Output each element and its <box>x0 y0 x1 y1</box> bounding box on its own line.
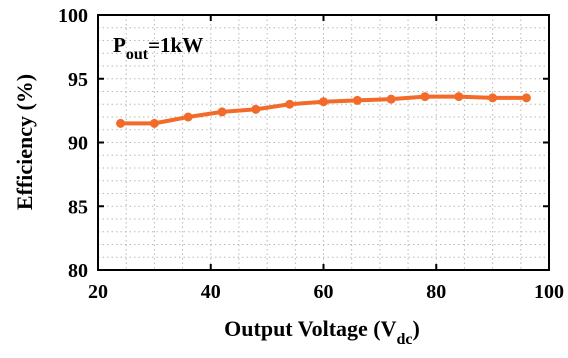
x-axis-label: Output Voltage (Vdc) <box>224 316 420 348</box>
power-annotation: Pout=1kW <box>113 33 203 63</box>
data-point <box>488 93 498 103</box>
x-axis-label-subscript: dc <box>397 331 413 348</box>
data-point <box>116 118 126 128</box>
y-tick-label: 90 <box>68 133 88 155</box>
annotation-main: P <box>113 33 126 57</box>
axis-ticks: 20 40 60 80 100 80 85 90 95 100 <box>58 5 564 303</box>
annotation-subscript: out <box>126 46 149 63</box>
data-point <box>149 118 159 128</box>
y-axis-label: Efficiency (%) <box>12 74 37 210</box>
x-axis-label-close: ) <box>413 316 420 341</box>
data-point <box>454 92 464 102</box>
y-tick-label: 95 <box>68 69 88 91</box>
x-tick-label: 40 <box>201 281 221 303</box>
annotation-rest: =1kW <box>148 33 203 57</box>
data-point <box>285 99 295 109</box>
data-point <box>183 112 193 122</box>
data-point <box>319 97 328 107</box>
x-tick-label: 80 <box>426 281 446 303</box>
y-tick-label: 100 <box>58 5 88 27</box>
y-tick-label: 80 <box>68 260 88 282</box>
data-point <box>521 93 531 103</box>
data-point <box>420 92 430 102</box>
y-tick-label: 85 <box>68 196 88 218</box>
x-tick-label: 20 <box>88 281 108 303</box>
data-point <box>352 95 362 105</box>
grid <box>98 15 549 270</box>
series-layer <box>116 92 531 128</box>
data-point <box>251 104 261 114</box>
data-point <box>386 94 396 104</box>
data-point <box>217 107 227 117</box>
x-axis-label-main: Output Voltage (V <box>224 316 396 341</box>
x-tick-label: 60 <box>314 281 334 303</box>
x-tick-label: 100 <box>534 281 564 303</box>
